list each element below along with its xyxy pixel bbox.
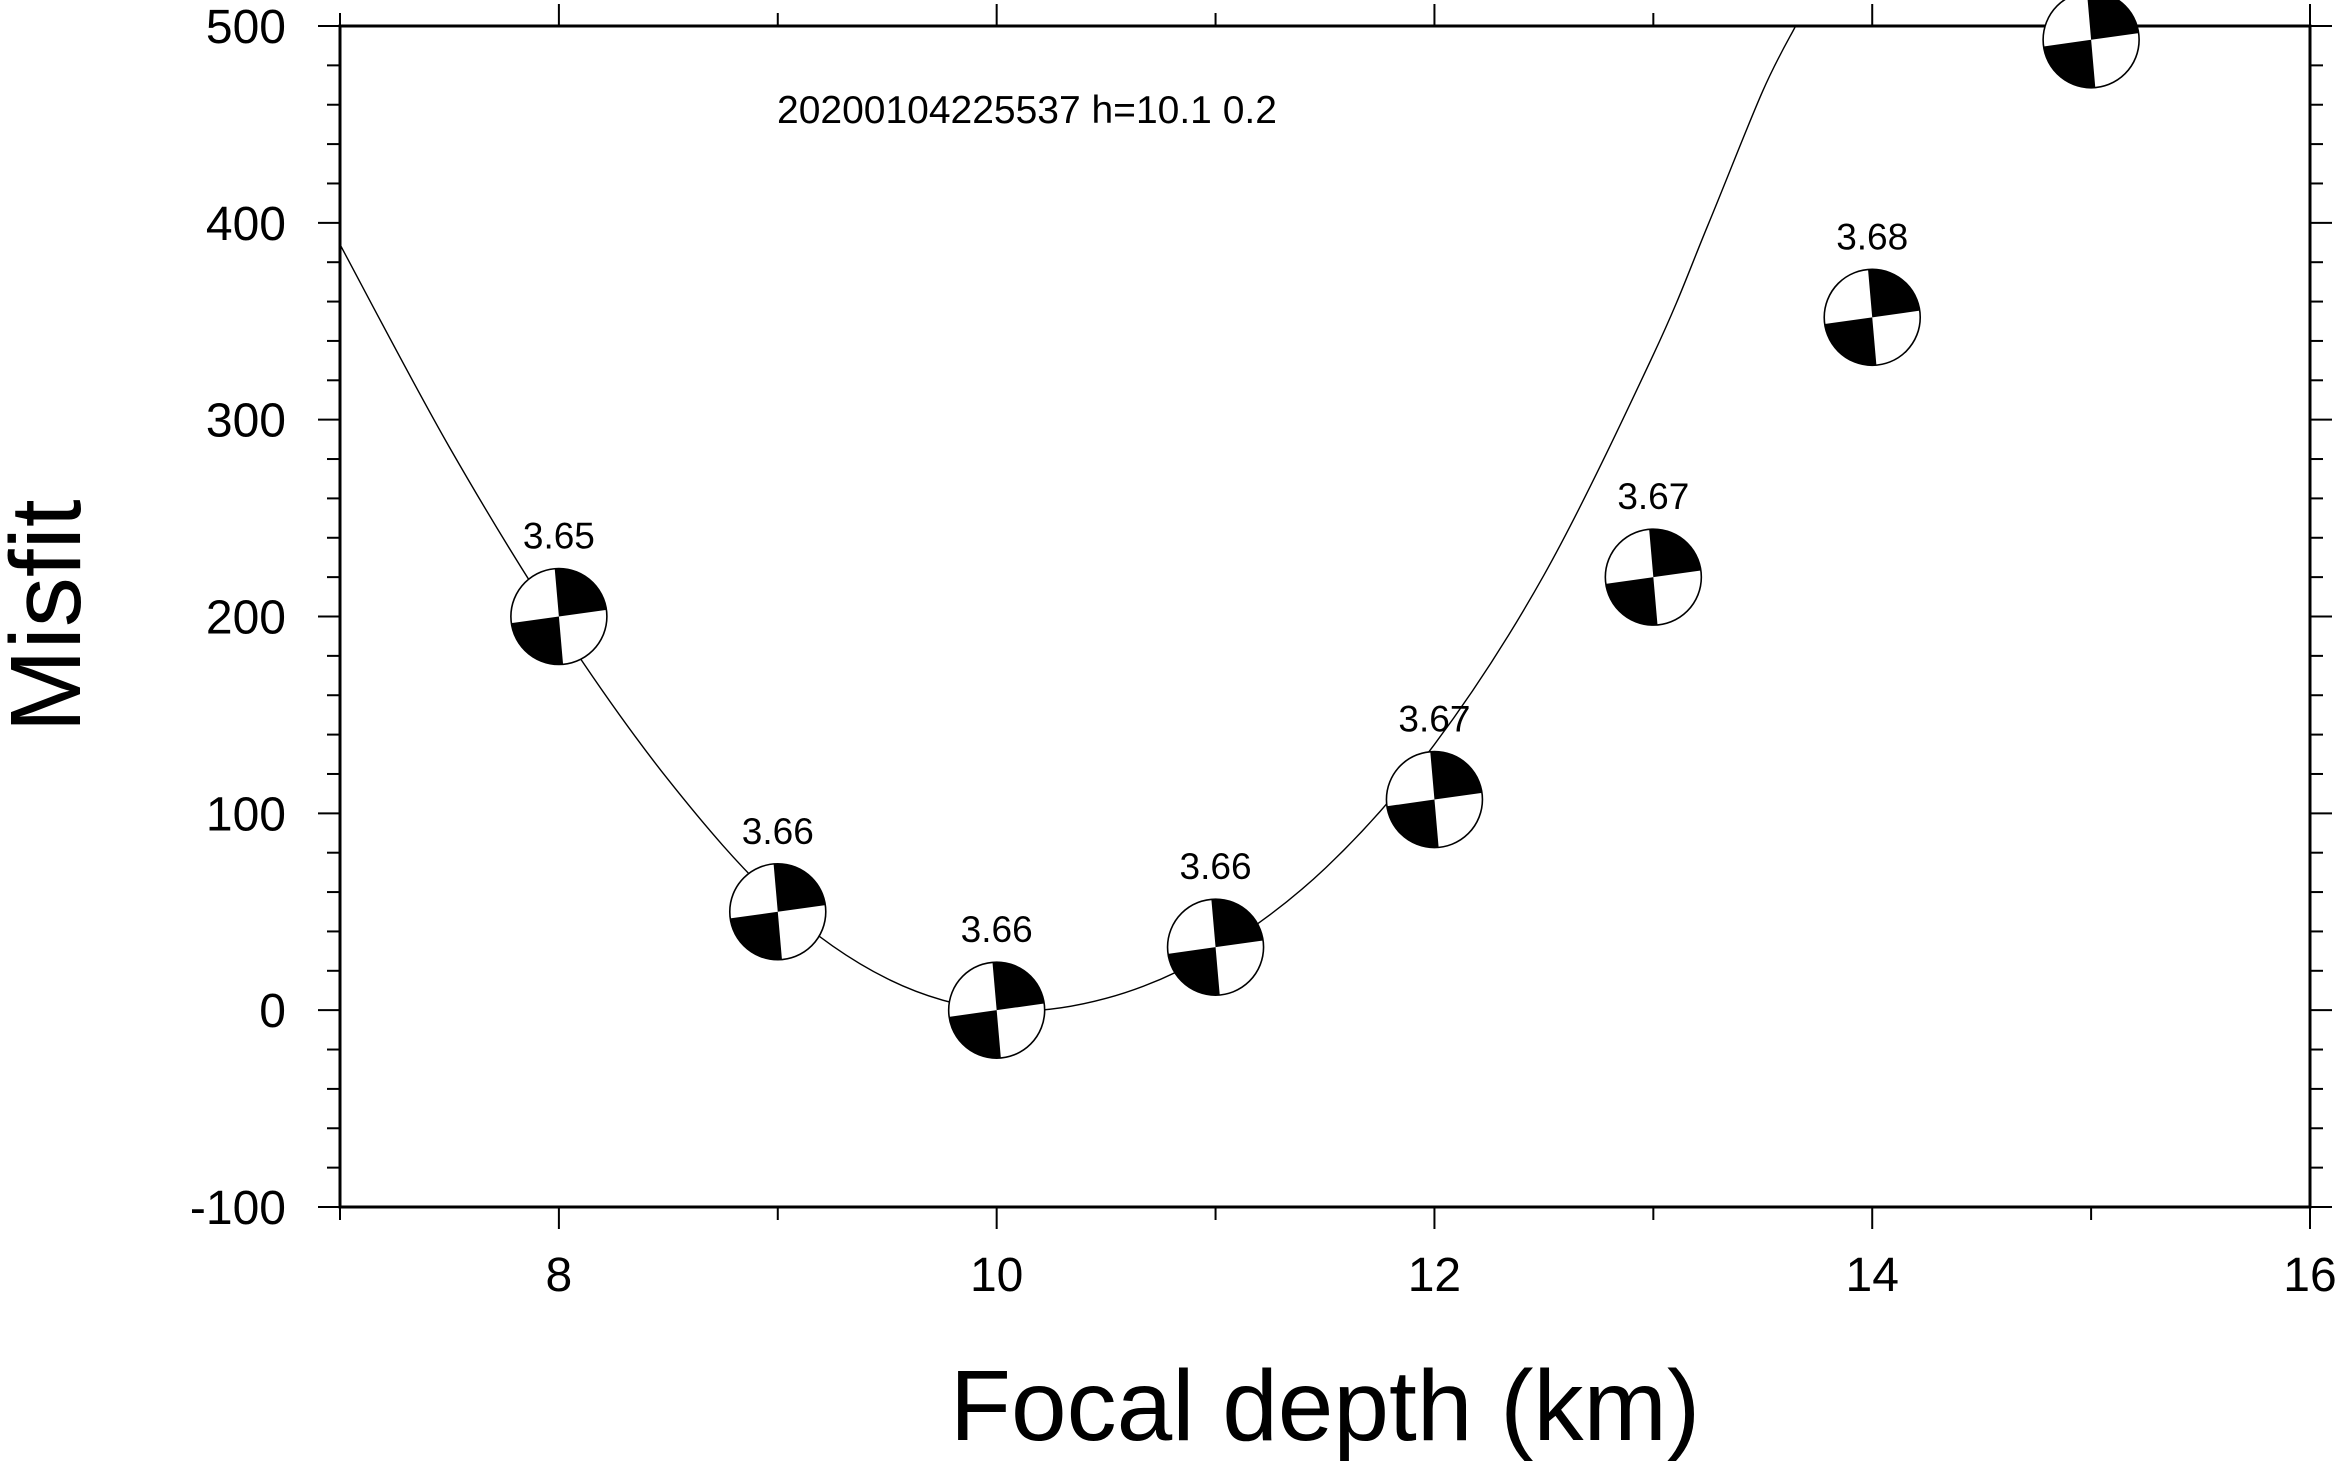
- beachball-compression-ne: [554, 568, 607, 617]
- beachball-points: 3.65 3.66 3.66 3.66 3.67 3.67 3.68: [510, 0, 2140, 1059]
- y-tick-label: 500: [206, 1, 286, 54]
- x-tick-label: 8: [546, 1249, 573, 1302]
- y-tick-label: 400: [206, 198, 286, 251]
- axis-ticks: 8 10 12 14 16 -100 0 100 200 300 400 500: [190, 1, 2335, 1302]
- plot-frame: [338, 24, 2312, 1209]
- magnitude-label: 3.67: [1617, 476, 1689, 517]
- beachball-marker: 3.67: [1604, 476, 1703, 626]
- beachball-marker: [2042, 0, 2140, 89]
- beachball-marker: 3.65: [510, 516, 608, 666]
- beachball-compression-ne: [1868, 269, 1920, 318]
- y-tick-label: 0: [259, 985, 286, 1038]
- y-tick-label: 100: [206, 788, 286, 841]
- beachball-marker: 3.67: [1385, 699, 1484, 849]
- x-axis-label: Focal depth (km): [950, 1350, 1700, 1462]
- x-tick-label: 16: [2283, 1249, 2335, 1302]
- beachball-compression-ne: [1430, 751, 1482, 800]
- magnitude-label: 3.66: [742, 811, 814, 852]
- y-axis-label: Misfit: [0, 499, 102, 733]
- magnitude-label: 3.67: [1398, 699, 1470, 740]
- beachball-compression-ne: [2087, 0, 2139, 40]
- magnitude-label: 3.66: [1180, 846, 1252, 887]
- beachball-marker: 3.66: [1166, 846, 1265, 996]
- y-tick-label: 200: [206, 592, 286, 645]
- beachball-compression-ne: [1211, 899, 1264, 948]
- beachball-compression-sw: [1824, 317, 1877, 366]
- beachball-compression-ne: [773, 863, 826, 912]
- beachball-compression-sw: [511, 616, 564, 665]
- beachball-compression-ne: [992, 962, 1045, 1011]
- beachball-marker: 3.66: [728, 811, 827, 961]
- x-tick-label: 14: [1846, 1249, 1899, 1302]
- beachball-compression-ne: [1649, 529, 1701, 578]
- beachball-marker: 3.68: [1823, 216, 1922, 367]
- x-tick-label: 12: [1408, 1249, 1461, 1302]
- chart-annotation: 20200104225537 h=10.1 0.2: [777, 89, 1277, 132]
- beachball-compression-sw: [2043, 39, 2096, 88]
- magnitude-label: 3.68: [1836, 216, 1908, 257]
- y-tick-label: -100: [190, 1182, 286, 1235]
- y-tick-label: 300: [206, 395, 286, 448]
- magnitude-label: 3.66: [961, 909, 1033, 950]
- beachball-compression-sw: [730, 911, 782, 960]
- magnitude-label: 3.65: [523, 516, 595, 557]
- beachball-compression-sw: [949, 1010, 1001, 1059]
- beachball-compression-sw: [1386, 799, 1439, 848]
- beachball-compression-sw: [1605, 577, 1658, 626]
- beachball-compression-sw: [1168, 947, 1220, 996]
- beachball-marker: 3.66: [947, 909, 1046, 1059]
- x-tick-label: 10: [970, 1249, 1023, 1302]
